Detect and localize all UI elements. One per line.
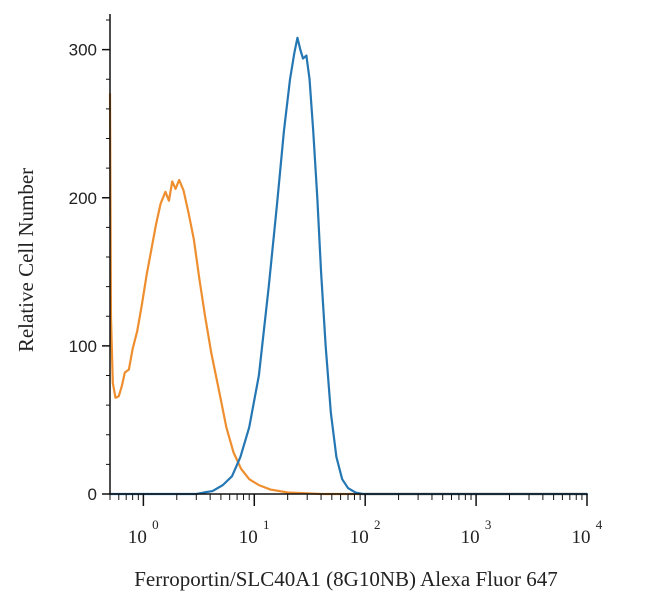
series-layer [108, 36, 589, 496]
x-tick-label-base: 10 [572, 527, 591, 548]
x-tick-label-base: 10 [350, 527, 369, 548]
y-tick-label: 0 [88, 485, 97, 504]
y-tick-label: 100 [69, 337, 97, 356]
x-tick-label: 10 3 [461, 517, 492, 548]
x-tick-label-exponent: 0 [152, 517, 159, 532]
x-tick-label: 10 1 [239, 517, 270, 548]
x-tick-label-exponent: 3 [485, 517, 492, 532]
x-tick-label: 10 4 [572, 517, 603, 548]
y-tick-label: 300 [69, 41, 97, 60]
x-tick-label-exponent: 1 [263, 517, 270, 532]
y-tick-label: 200 [69, 189, 97, 208]
x-tick-label: 10 2 [350, 517, 381, 548]
x-tick-label-exponent: 4 [596, 517, 603, 532]
series-line-1 [108, 92, 589, 496]
axes-layer [102, 14, 588, 506]
series-line-2 [108, 36, 589, 496]
x-tick-label-base: 10 [461, 527, 480, 548]
x-tick-label-base: 10 [239, 527, 258, 548]
x-tick-label-base: 10 [128, 527, 147, 548]
x-tick-label: 10 0 [128, 517, 159, 548]
y-axis-title: Relative Cell Number [14, 168, 38, 352]
x-tick-label-exponent: 2 [374, 517, 381, 532]
x-axis-title: Ferroportin/SLC40A1 (8G10NB) Alexa Fluor… [134, 567, 557, 591]
